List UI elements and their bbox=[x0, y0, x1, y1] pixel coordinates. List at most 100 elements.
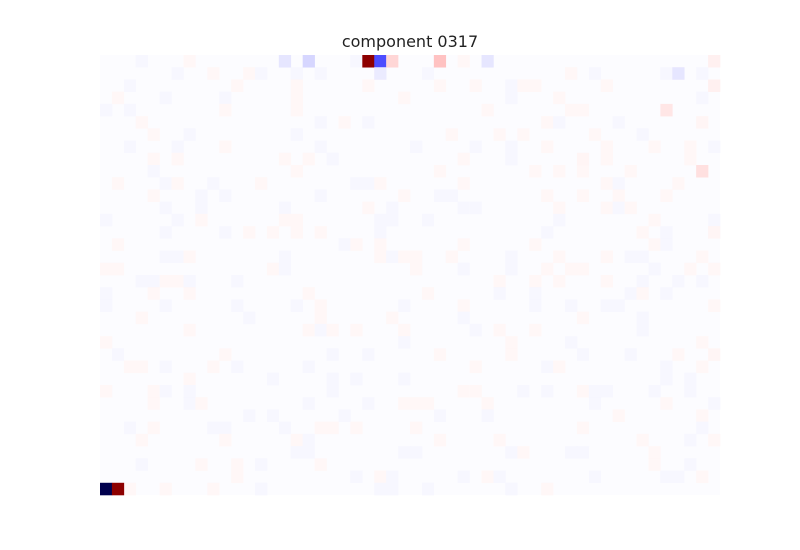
heatmap-cell-faint bbox=[171, 67, 184, 80]
heatmap-cell-faint bbox=[636, 250, 649, 264]
heatmap-cell-faint bbox=[457, 238, 470, 251]
heatmap-cell-faint bbox=[600, 152, 613, 166]
heatmap-cell-faint bbox=[398, 446, 411, 459]
heatmap-cell-faint bbox=[553, 201, 566, 215]
heatmap-cell-faint bbox=[505, 79, 518, 92]
heatmap-cell-faint bbox=[660, 372, 673, 386]
heatmap-cell-faint bbox=[135, 311, 148, 325]
heatmap-cell-faint bbox=[111, 91, 125, 105]
heatmap-cell-faint bbox=[314, 226, 327, 239]
heatmap-cell-faint bbox=[517, 128, 530, 141]
heatmap-cell-faint bbox=[505, 336, 518, 349]
heatmap-cell-faint bbox=[111, 262, 125, 276]
heatmap-cell-faint bbox=[231, 299, 244, 312]
heatmap-cell-faint bbox=[386, 201, 399, 215]
heatmap-cell bbox=[708, 79, 721, 92]
heatmap-cell-faint bbox=[350, 323, 363, 337]
heatmap-cell-faint bbox=[433, 165, 447, 178]
heatmap-cell-faint bbox=[457, 201, 470, 215]
heatmap-cell-faint bbox=[457, 470, 470, 484]
heatmap-cell-faint bbox=[243, 409, 256, 422]
heatmap-cell-faint bbox=[207, 177, 220, 190]
heatmap-cell-faint bbox=[350, 470, 363, 484]
heatmap-cell-faint bbox=[290, 103, 303, 117]
heatmap-cell-faint bbox=[290, 226, 303, 239]
heatmap-cell-faint bbox=[493, 275, 506, 288]
heatmap-cell-faint bbox=[350, 372, 363, 386]
heatmap-cell-faint bbox=[278, 250, 292, 264]
heatmap-cell-faint bbox=[457, 311, 470, 325]
heatmap-cell-faint bbox=[636, 128, 649, 141]
heatmap-cell-faint bbox=[147, 275, 160, 288]
heatmap-cell-faint bbox=[159, 482, 172, 496]
heatmap-cell bbox=[100, 482, 113, 496]
heatmap-cell-faint bbox=[314, 189, 327, 202]
heatmap-cell-faint bbox=[612, 177, 625, 190]
heatmap-cell-faint bbox=[505, 446, 518, 459]
heatmap-cell bbox=[111, 482, 125, 496]
heatmap-cell-faint bbox=[183, 250, 196, 264]
heatmap-cell-faint bbox=[243, 226, 256, 239]
heatmap-cell-faint bbox=[493, 287, 506, 300]
heatmap-cell-faint bbox=[386, 311, 399, 325]
heatmap-cell-faint bbox=[171, 250, 184, 264]
heatmap-cell-faint bbox=[565, 103, 578, 117]
heatmap-cell-faint bbox=[696, 275, 709, 288]
heatmap-cell-faint bbox=[684, 385, 697, 398]
heatmap-cell-faint bbox=[457, 299, 470, 312]
heatmap-cell-faint bbox=[290, 67, 303, 80]
heatmap-cell-faint bbox=[219, 433, 232, 447]
heatmap-cell-faint bbox=[135, 360, 148, 374]
heatmap-cell-faint bbox=[266, 226, 280, 239]
heatmap-cell-faint bbox=[362, 116, 375, 129]
heatmap-cell-faint bbox=[159, 177, 172, 190]
heatmap-cell-faint bbox=[290, 128, 303, 141]
heatmap-cell-faint bbox=[338, 116, 351, 129]
heatmap-cell-faint bbox=[183, 385, 196, 398]
heatmap-cell-faint bbox=[159, 250, 172, 264]
heatmap-cell-faint bbox=[553, 116, 566, 129]
heatmap-cell-faint bbox=[505, 152, 518, 166]
heatmap-cell-faint bbox=[541, 262, 554, 276]
heatmap-cell-faint bbox=[255, 177, 268, 190]
heatmap-cell-faint bbox=[302, 287, 315, 300]
heatmap-cell-faint bbox=[445, 250, 458, 264]
heatmap-cell-faint bbox=[147, 397, 160, 410]
heatmap-cell-faint bbox=[314, 299, 327, 312]
heatmap-cell-faint bbox=[541, 116, 554, 129]
heatmap-cell-faint bbox=[410, 421, 423, 435]
heatmap-cell-faint bbox=[576, 103, 590, 117]
heatmap-cell-faint bbox=[183, 372, 196, 386]
heatmap-cell-faint bbox=[696, 360, 709, 374]
heatmap-cell-faint bbox=[612, 299, 625, 312]
heatmap-cell-faint bbox=[195, 201, 208, 215]
heatmap-cell-faint bbox=[421, 397, 435, 410]
heatmap-cell-faint bbox=[624, 250, 637, 264]
heatmap-cell-faint bbox=[553, 165, 566, 178]
heatmap-cell bbox=[708, 348, 721, 361]
heatmap-cell bbox=[696, 116, 709, 129]
heatmap-cell-faint bbox=[219, 91, 232, 105]
heatmap-cell-faint bbox=[255, 67, 268, 80]
heatmap-cell-faint bbox=[517, 385, 530, 398]
heatmap-cell-faint bbox=[398, 299, 411, 312]
heatmap-cell-faint bbox=[207, 482, 220, 496]
heatmap-cell-faint bbox=[266, 262, 280, 276]
heatmap-cell-faint bbox=[302, 433, 315, 447]
heatmap-cell-faint bbox=[290, 213, 303, 227]
heatmap-cell-faint bbox=[159, 299, 172, 312]
heatmap-cell-faint bbox=[362, 348, 375, 361]
heatmap-cell-faint bbox=[648, 385, 661, 398]
heatmap-cell-faint bbox=[147, 165, 160, 178]
heatmap-cell-faint bbox=[398, 397, 411, 410]
heatmap-cell-faint bbox=[231, 79, 244, 92]
heatmap-cell-faint bbox=[147, 385, 160, 398]
heatmap-cell-faint bbox=[660, 360, 673, 374]
heatmap-cell-faint bbox=[410, 140, 423, 154]
heatmap-cell-faint bbox=[636, 433, 649, 447]
heatmap-cell-faint bbox=[481, 103, 494, 117]
heatmap-cell bbox=[386, 55, 399, 68]
heatmap-cell-faint bbox=[123, 482, 137, 496]
heatmap-cell-faint bbox=[326, 348, 339, 361]
heatmap-cell-faint bbox=[195, 189, 208, 202]
